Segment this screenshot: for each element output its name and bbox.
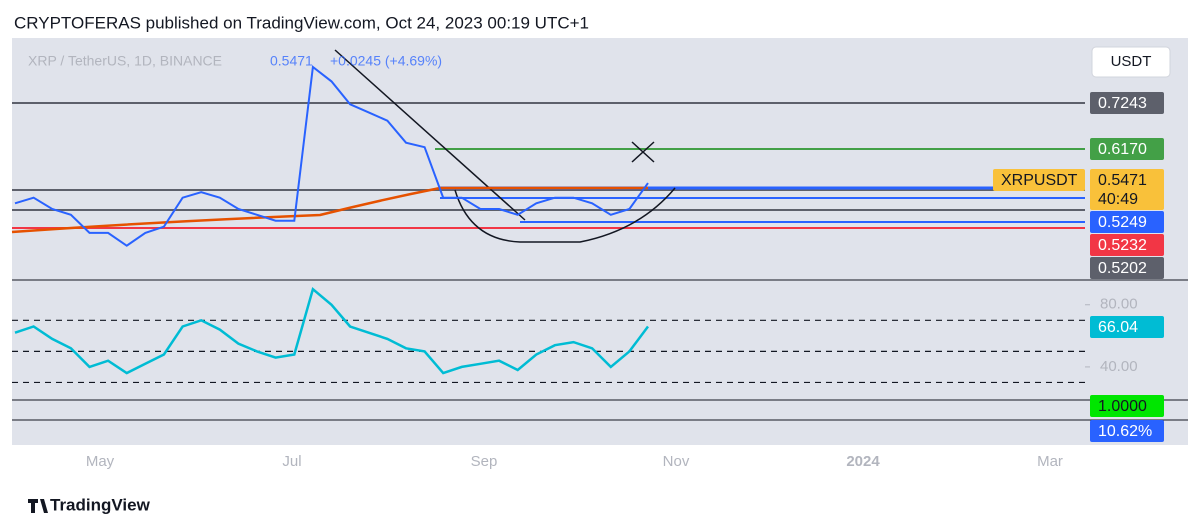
- price-label: 0.6170: [1098, 141, 1147, 158]
- footer: TradingView: [50, 495, 151, 514]
- price-label-box: [1090, 92, 1164, 114]
- price-label: 0.5232: [1098, 237, 1147, 254]
- moving-average: [11, 186, 648, 234]
- x-tick-label: Sep: [471, 453, 498, 470]
- x-tick-label: Mar: [1037, 453, 1063, 470]
- currency-button[interactable]: [1091, 46, 1171, 78]
- price-label-box: [993, 169, 1085, 191]
- legend-price: 0.5471: [270, 53, 313, 69]
- x-tick-label: 2024: [846, 453, 880, 470]
- header: CRYPTOFERAS published on TradingView.com…: [14, 13, 589, 32]
- legend-symbol: XRP / TetherUS, 1D, BINANCE: [28, 53, 222, 69]
- x-tick-label: May: [86, 453, 115, 470]
- chart-background: [12, 38, 1188, 445]
- price-label: 0.7243: [1098, 95, 1147, 112]
- price-label: 0.5471: [1098, 172, 1147, 189]
- price-label: XRPUSDT: [1001, 172, 1078, 189]
- price-label-box: [1090, 257, 1164, 279]
- indicator-label: 66.04: [1098, 319, 1138, 336]
- indicator-label: 1.0000: [1098, 398, 1147, 415]
- currency-button-label[interactable]: USDT: [1111, 53, 1152, 70]
- price-label-box: [1090, 169, 1164, 191]
- indicator-label-box: [1090, 395, 1164, 417]
- price-label-box: [1090, 138, 1164, 160]
- price-line: [14, 65, 649, 247]
- price-label-box: [1090, 234, 1164, 256]
- y-tick-label: 40.00: [1100, 358, 1138, 375]
- logo-icon: [28, 499, 48, 513]
- trend-line: [334, 49, 526, 221]
- rsi-line: [14, 287, 650, 375]
- y-tick-label: 80.00: [1100, 296, 1138, 313]
- x-marker: [631, 141, 655, 163]
- cup-drawing: [454, 187, 676, 243]
- price-label-box: [1090, 188, 1164, 210]
- legend-change: +0.0245 (+4.69%): [330, 53, 442, 69]
- indicator-label-box: [1090, 420, 1164, 442]
- x-tick-label: Jul: [282, 453, 301, 470]
- price-label: 40:49: [1098, 191, 1138, 208]
- indicator-label-box: [1090, 316, 1164, 338]
- x-tick-label: Nov: [663, 453, 690, 470]
- indicator-label: 10.62%: [1098, 423, 1152, 440]
- price-label: 0.5202: [1098, 260, 1147, 277]
- price-label: 0.5249: [1098, 214, 1147, 231]
- price-label-box: [1090, 211, 1164, 233]
